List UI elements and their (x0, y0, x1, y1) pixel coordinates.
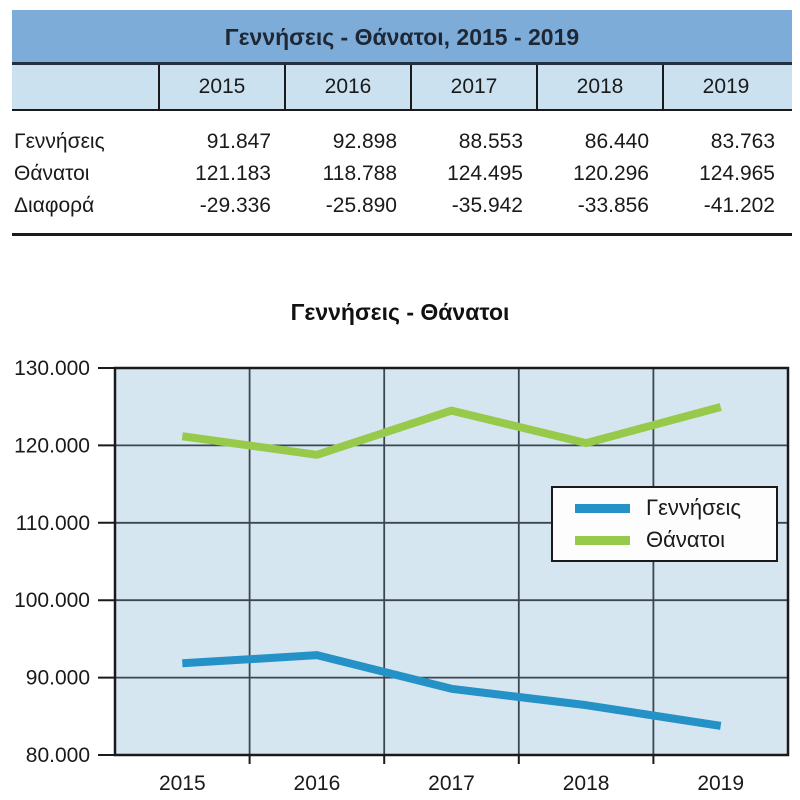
x-axis-tick-label: 2019 (697, 772, 744, 795)
x-axis-tick-label: 2016 (294, 772, 341, 795)
plot-border (113, 366, 790, 757)
legend-label-births: Γεννήσεις (646, 495, 742, 520)
y-axis-tick-label: 90.000 (26, 667, 90, 690)
year-header-2017: 2017 (410, 65, 536, 109)
births-row: Γεννήσεις 91.847 92.898 88.553 86.440 83… (12, 126, 792, 158)
births-deaths-table: Γεννήσεις - Θάνατοι, 2015 - 2019 2015 20… (12, 10, 792, 236)
year-header-2019: 2019 (662, 65, 788, 109)
legend-label-deaths: Θάνατοι (646, 527, 726, 552)
diff-2019: -41.202 (703, 194, 775, 217)
births-2018: 86.440 (584, 130, 649, 153)
chart-legend: Γεννήσεις Θάνατοι (551, 486, 778, 562)
y-axis-tick-label: 100.000 (14, 589, 90, 612)
deaths-2019: 124.965 (699, 162, 775, 185)
y-axis-tick-label: 80.000 (26, 744, 90, 767)
deaths-2015: 121.183 (195, 162, 271, 185)
year-header-2018: 2018 (536, 65, 662, 109)
header-empty-cell (12, 65, 158, 109)
deaths-row: Θάνατοι 121.183 118.788 124.495 120.296 … (12, 158, 792, 190)
births-2015: 91.847 (206, 130, 271, 153)
deaths-line-swatch-icon (575, 535, 630, 545)
deaths-2017: 124.495 (447, 162, 523, 185)
diff-2015: -29.336 (199, 194, 271, 217)
deaths-2016: 118.788 (322, 162, 397, 185)
diff-2017: -35.942 (451, 194, 523, 217)
y-axis-tick-label: 120.000 (14, 434, 90, 457)
legend-entry-births: Γεννήσεις (553, 495, 776, 521)
births-2017: 88.553 (458, 130, 523, 153)
table-body: Γεννήσεις 91.847 92.898 88.553 86.440 83… (12, 111, 792, 236)
diff-2018: -33.856 (577, 194, 649, 217)
year-header-2015: 2015 (158, 65, 284, 109)
row-label: Γεννήσεις (14, 130, 105, 153)
births-deaths-line-chart: 80.000 90.000 100.000 110.000 120.000 130.000… (14, 357, 790, 795)
table-header-row: 2015 2016 2017 2018 2019 (12, 65, 792, 111)
x-axis-tick-label: 2017 (428, 772, 475, 795)
legend-entry-deaths: Θάνατοι (553, 527, 776, 553)
series-line-0 (182, 651, 722, 730)
y-axis-tick-label: 110.000 (16, 512, 90, 535)
y-axis-tick-label: 130.000 (14, 357, 90, 380)
diff-2016: -25.890 (325, 194, 397, 217)
difference-row: Διαφορά -29.336 -25.890 -35.942 -33.856 … (12, 190, 792, 222)
table-title: Γεννήσεις - Θάνατοι, 2015 - 2019 (12, 10, 792, 65)
births-2016: 92.898 (332, 130, 397, 153)
chart-title: Γεννήσεις - Θάνατοι (290, 299, 510, 325)
series-line-1 (181, 403, 722, 459)
births-line-swatch-icon (575, 503, 630, 513)
x-axis-tick-label: 2018 (563, 772, 610, 795)
deaths-2018: 120.296 (573, 162, 649, 185)
births-2019: 83.763 (710, 130, 775, 153)
x-axis-tick-label: 2015 (159, 772, 206, 795)
row-label: Θάνατοι (14, 162, 90, 185)
row-label: Διαφορά (14, 194, 95, 217)
year-header-2016: 2016 (284, 65, 410, 109)
